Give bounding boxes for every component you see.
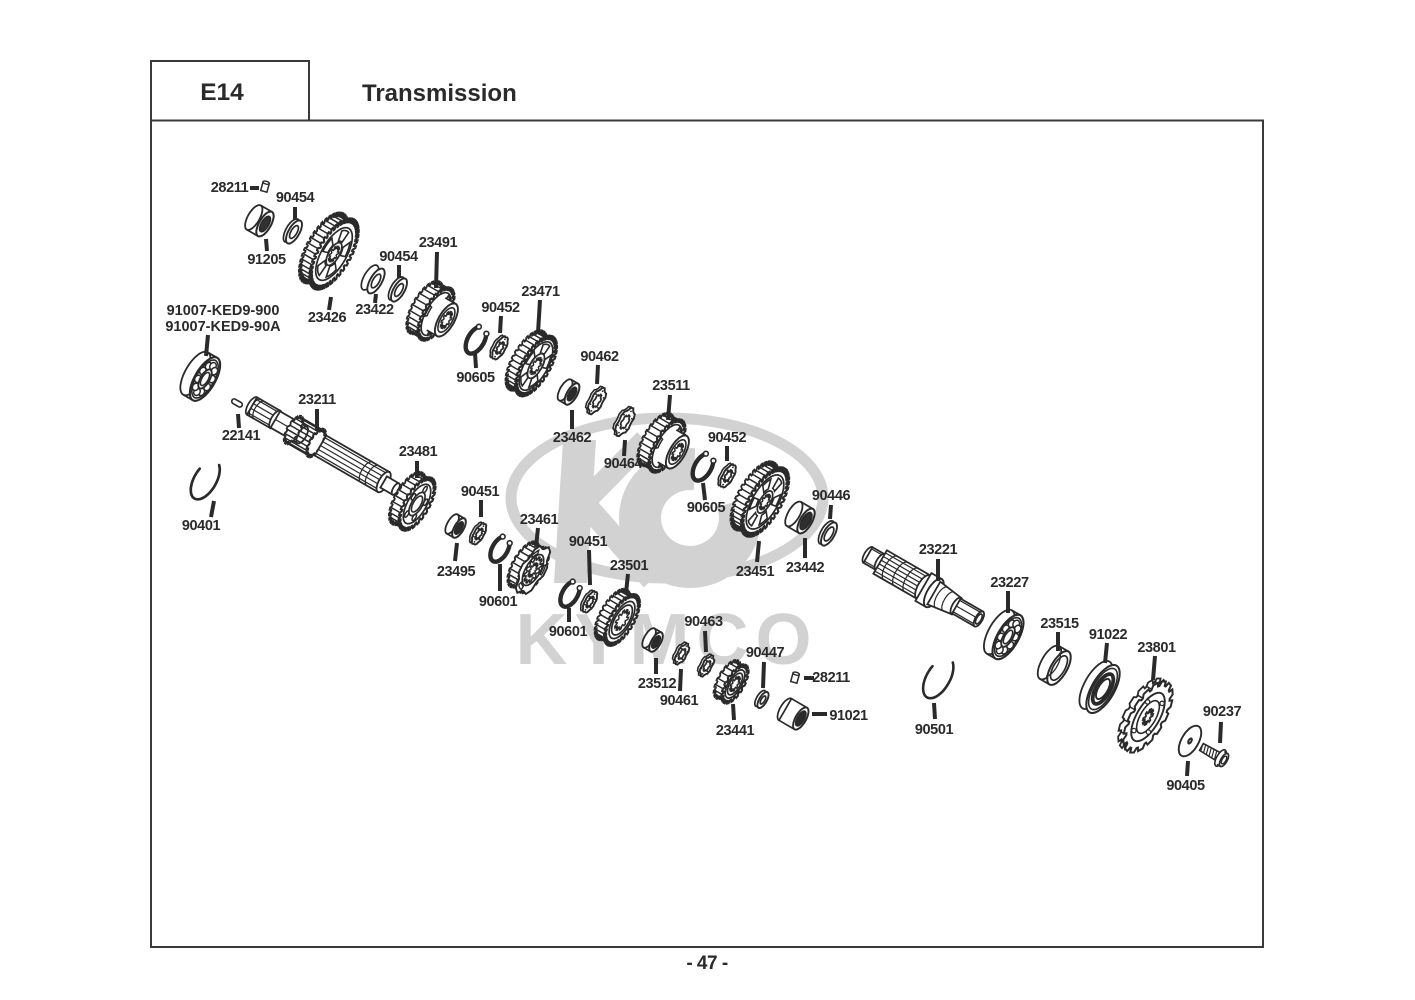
svg-text:90464: 90464 xyxy=(604,456,643,472)
svg-text:90461: 90461 xyxy=(660,693,699,709)
svg-text:23471: 23471 xyxy=(521,284,560,300)
svg-text:23491: 23491 xyxy=(419,235,458,251)
svg-text:23426: 23426 xyxy=(308,310,347,326)
svg-text:23227: 23227 xyxy=(990,575,1029,591)
svg-text:23451: 23451 xyxy=(736,564,775,580)
svg-text:90601: 90601 xyxy=(549,624,588,640)
svg-text:Transmission: Transmission xyxy=(362,80,517,107)
svg-text:90452: 90452 xyxy=(708,430,747,446)
svg-text:90454: 90454 xyxy=(379,249,418,265)
svg-text:23221: 23221 xyxy=(919,542,958,558)
svg-text:23441: 23441 xyxy=(716,723,755,739)
svg-text:90451: 90451 xyxy=(461,484,500,500)
svg-text:28211: 28211 xyxy=(812,670,850,686)
svg-text:90401: 90401 xyxy=(182,518,221,534)
svg-text:90501: 90501 xyxy=(915,722,954,738)
svg-text:23515: 23515 xyxy=(1040,616,1079,632)
svg-text:90601: 90601 xyxy=(479,594,518,610)
svg-text:91007-KED9-90A: 91007-KED9-90A xyxy=(165,319,281,335)
svg-text:23801: 23801 xyxy=(1137,640,1176,656)
svg-text:90462: 90462 xyxy=(580,349,619,365)
svg-text:23422: 23422 xyxy=(355,302,394,318)
svg-text:90451: 90451 xyxy=(569,534,608,550)
svg-text:23495: 23495 xyxy=(437,564,476,580)
svg-text:91007-KED9-900: 91007-KED9-900 xyxy=(167,303,280,319)
svg-text:90454: 90454 xyxy=(276,190,315,206)
svg-text:90452: 90452 xyxy=(481,300,520,316)
svg-text:90605: 90605 xyxy=(456,370,495,386)
svg-text:90447: 90447 xyxy=(746,645,785,661)
svg-text:23462: 23462 xyxy=(553,430,592,446)
svg-text:23211: 23211 xyxy=(298,392,336,408)
svg-text:90405: 90405 xyxy=(1166,778,1205,794)
svg-text:23511: 23511 xyxy=(652,378,690,394)
svg-text:E14: E14 xyxy=(200,79,244,106)
svg-text:90237: 90237 xyxy=(1203,704,1242,720)
svg-text:23501: 23501 xyxy=(610,558,649,574)
svg-text:91021: 91021 xyxy=(829,708,868,724)
svg-text:90605: 90605 xyxy=(687,500,726,516)
svg-text:23512: 23512 xyxy=(638,676,677,692)
svg-text:90463: 90463 xyxy=(684,614,723,630)
svg-text:91022: 91022 xyxy=(1089,627,1128,643)
svg-text:23442: 23442 xyxy=(786,560,825,576)
svg-text:90446: 90446 xyxy=(812,488,851,504)
svg-text:23481: 23481 xyxy=(399,444,438,460)
svg-text:91205: 91205 xyxy=(247,252,286,268)
svg-text:23461: 23461 xyxy=(520,512,559,528)
svg-text:KYMCO: KYMCO xyxy=(516,600,819,680)
svg-text:28211: 28211 xyxy=(211,180,249,196)
svg-text:- 47 -: - 47 - xyxy=(686,953,728,974)
svg-text:22141: 22141 xyxy=(222,428,261,444)
